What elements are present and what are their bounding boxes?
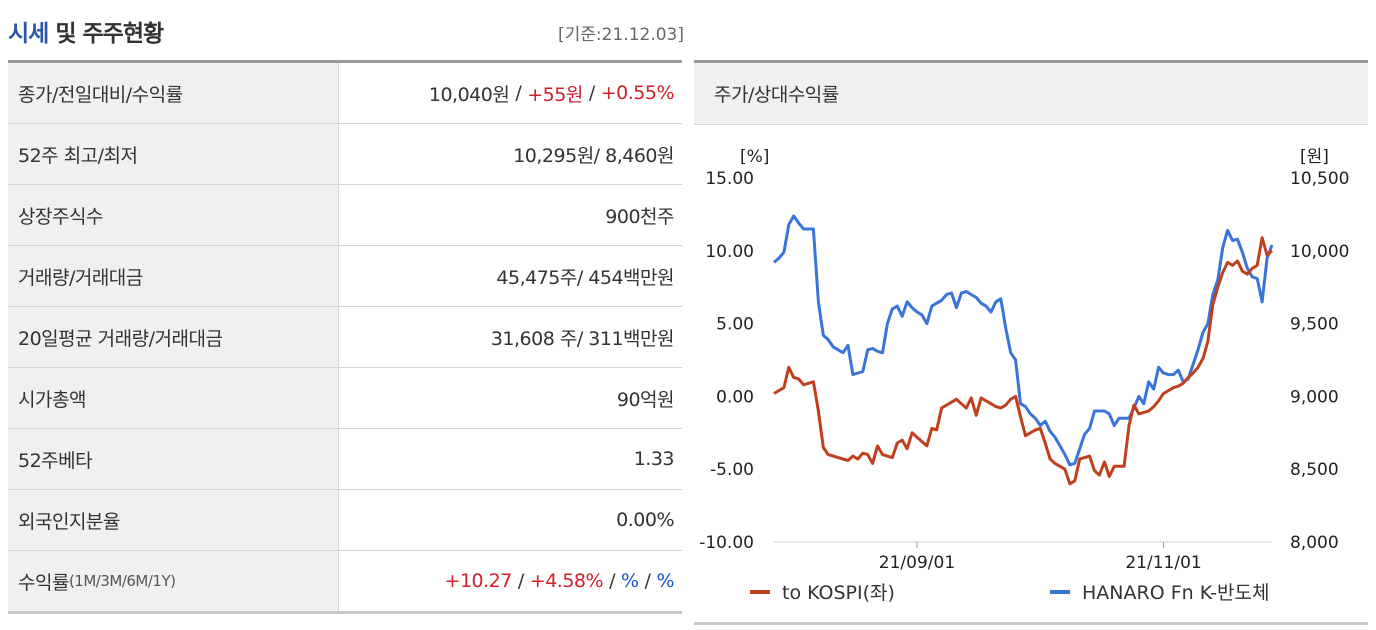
- kospi-relative-line: [773, 236, 1274, 486]
- row-label: 시가총액: [8, 368, 339, 428]
- right-tick-label: 8,500: [1290, 460, 1339, 480]
- row-value: 31,608 주/ 311백만원: [490, 327, 675, 350]
- separator: /: [588, 82, 595, 104]
- right-tick-label: 9,500: [1290, 315, 1339, 335]
- price-shareholder-table: 종가/전일대비/수익률 10,040원 / +55원 / +0.55% 52주 …: [8, 60, 682, 614]
- row-value: 45,475주/ 454백만원: [496, 266, 674, 289]
- returns-label: 수익률: [18, 571, 69, 594]
- left-tick-label: 0.00: [716, 387, 754, 407]
- change-rate: +0.55%: [600, 82, 675, 104]
- row-value: 0.00%: [616, 509, 674, 531]
- chart-header: 주가/상대수익률: [694, 63, 1368, 125]
- separator: /: [517, 570, 524, 592]
- chart-bottom-border: [694, 622, 1368, 625]
- table-row-shares: 상장주식수 900천주: [8, 185, 682, 246]
- table-row-close: 종가/전일대비/수익률 10,040원 / +55원 / +0.55%: [8, 63, 682, 124]
- legend-label-etf: HANARO Fn K-반도체: [1082, 582, 1269, 604]
- row-value: 1.33: [633, 448, 675, 470]
- return-1y: %: [656, 570, 674, 592]
- right-axis-unit: [원]: [1300, 147, 1329, 167]
- table-row-returns: 수익률 (1M/3M/6M/1Y) +10.27 / +4.58% / % / %: [8, 551, 682, 614]
- row-label: 52주베타: [8, 429, 339, 489]
- row-label: 거래량/거래대금: [8, 246, 339, 306]
- x-tick-label: 21/11/01: [1125, 553, 1201, 573]
- separator: /: [515, 82, 522, 104]
- row-label: 외국인지분율: [8, 490, 339, 550]
- price-relative-return-chart: [%] [원] 15.00 10.00 5.00 0.00 -5.00 -10.00 10,50…: [699, 147, 1349, 604]
- return-1m: +10.27: [444, 570, 513, 592]
- returns-periods: (1M/3M/6M/1Y): [68, 572, 176, 590]
- row-value: 10,295원/ 8,460원: [513, 144, 674, 167]
- table-row-foreign: 외국인지분율 0.00%: [8, 490, 682, 551]
- return-3m: +4.58%: [529, 570, 604, 592]
- row-label: 종가/전일대비/수익률: [8, 63, 339, 123]
- legend-label-kospi: to KOSPI(좌): [782, 582, 895, 604]
- left-tick-label: 15.00: [705, 169, 754, 189]
- row-label: 수익률 (1M/3M/6M/1Y): [8, 551, 339, 611]
- separator: /: [609, 570, 615, 592]
- reference-date: [기준:21.12.03]: [558, 25, 684, 45]
- page-title-highlight: 시세: [8, 21, 49, 47]
- right-tick-label: 10,500: [1290, 169, 1349, 189]
- right-tick-label: 9,000: [1290, 387, 1339, 407]
- x-tick-label: 21/09/01: [879, 553, 955, 573]
- price-change: +55원: [527, 83, 583, 106]
- chart-panel: 주가/상대수익률 [%] [원] 15.00 10.00 5.00 0.00 -5.00 -1…: [694, 60, 1368, 625]
- right-tick-label: 10,000: [1290, 242, 1349, 262]
- page-title: 시세 및 주주현황: [8, 14, 164, 48]
- return-6m: %: [620, 570, 639, 592]
- row-label: 20일평균 거래량/거래대금: [8, 307, 339, 367]
- table-row-52w-range: 52주 최고/최저 10,295원/ 8,460원: [8, 124, 682, 185]
- row-label: 52주 최고/최저: [8, 124, 339, 184]
- table-row-market-cap: 시가총액 90억원: [8, 368, 682, 429]
- row-value: +10.27 / +4.58% / % / %: [339, 551, 682, 611]
- left-tick-label: 5.00: [716, 315, 754, 335]
- left-tick-label: -10.00: [699, 533, 754, 553]
- row-value: 90억원: [616, 388, 675, 411]
- table-row-volume: 거래량/거래대금 45,475주/ 454백만원: [8, 246, 682, 307]
- table-row-beta: 52주베타 1.33: [8, 429, 682, 490]
- row-value: 900천주: [605, 205, 674, 228]
- row-label: 상장주식수: [8, 185, 339, 245]
- separator: /: [644, 570, 651, 592]
- left-tick-label: 10.00: [705, 242, 754, 262]
- left-tick-label: -5.00: [710, 460, 754, 480]
- right-tick-label: 8,000: [1290, 533, 1339, 553]
- left-axis-unit: [%]: [740, 147, 769, 167]
- page-title-rest: 및 주주현황: [48, 21, 164, 47]
- close-price: 10,040원: [428, 83, 510, 106]
- row-value: 10,040원 / +55원 / +0.55%: [339, 63, 682, 123]
- table-row-avg20: 20일평균 거래량/거래대금 31,608 주/ 311백만원: [8, 307, 682, 368]
